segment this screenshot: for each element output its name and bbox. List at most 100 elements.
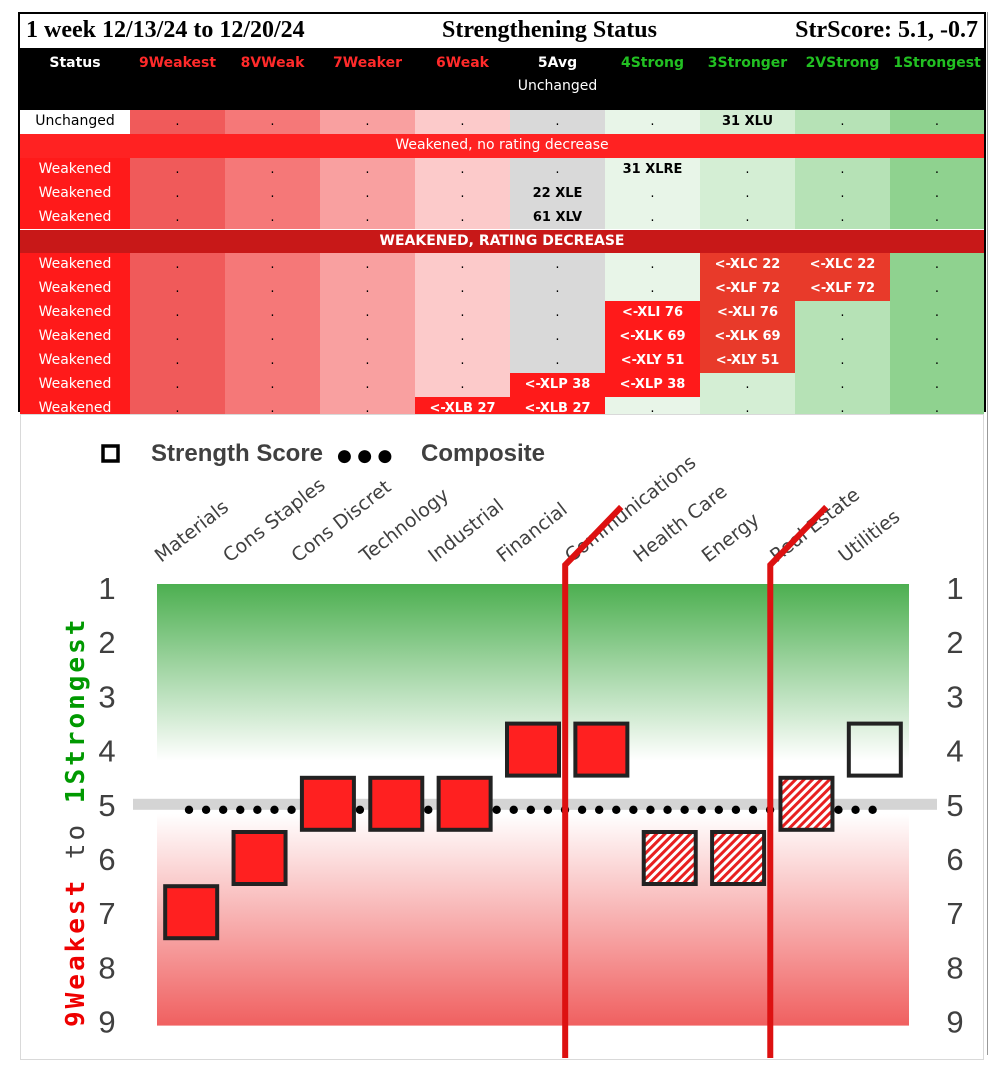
y-tick-right: 6 xyxy=(946,842,963,877)
empty-cell: . xyxy=(320,372,415,397)
empty-cell: . xyxy=(225,181,320,206)
empty-cell: . xyxy=(890,372,984,397)
rating-header-bg xyxy=(890,48,984,110)
empty-cell: . xyxy=(795,157,890,182)
empty-cell: . xyxy=(320,205,415,230)
empty-cell: . xyxy=(700,372,795,397)
strength-score-marker xyxy=(505,721,561,778)
empty-cell: . xyxy=(130,349,225,373)
y-tick-right: 7 xyxy=(946,896,963,931)
composite-dot xyxy=(612,805,621,814)
empty-cell: . xyxy=(890,325,984,349)
empty-cell: . xyxy=(320,253,415,278)
rating-header: 2VStrong xyxy=(805,55,880,71)
right-border-line xyxy=(987,12,988,1055)
empty-cell: . xyxy=(795,181,890,206)
row-status-label: Weakened xyxy=(20,325,130,349)
rating-header-bg xyxy=(795,48,890,110)
empty-cell: . xyxy=(225,277,320,302)
rating-header: 6Weak xyxy=(436,55,489,71)
strscore-summary: StrScore: 5.1, -0.7 xyxy=(795,17,978,43)
etf-cell: <-XLC 22 xyxy=(700,253,795,278)
composite-dot xyxy=(526,805,536,814)
empty-cell: . xyxy=(415,301,510,326)
empty-cell: . xyxy=(225,253,320,278)
empty-cell: . xyxy=(130,325,225,349)
empty-cell: . xyxy=(795,110,890,134)
y-tick-right: 1 xyxy=(946,571,963,606)
empty-cell: . xyxy=(510,110,605,134)
empty-cell: . xyxy=(415,325,510,349)
composite-dot xyxy=(629,805,638,814)
etf-cell: 31 XLRE xyxy=(605,157,700,182)
composite-dot xyxy=(680,805,689,814)
y-tick-left: 9 xyxy=(98,1005,115,1040)
y-tick-left: 1 xyxy=(98,571,115,606)
etf-cell: 61 XLV xyxy=(510,205,605,230)
avg-unchanged-header: Unchanged xyxy=(517,78,598,94)
empty-cell: . xyxy=(510,253,605,278)
etf-cell: <-XLP 38 xyxy=(510,372,605,397)
empty-cell: . xyxy=(890,349,984,373)
y-tick-right: 5 xyxy=(946,788,963,823)
empty-cell: . xyxy=(130,253,225,278)
empty-cell: . xyxy=(320,301,415,326)
empty-cell: . xyxy=(890,253,984,278)
empty-cell: . xyxy=(795,205,890,230)
empty-cell: . xyxy=(415,181,510,206)
empty-cell: . xyxy=(605,181,700,206)
etf-cell: <-XLK 69 xyxy=(700,325,795,349)
empty-cell: . xyxy=(130,110,225,134)
empty-cell: . xyxy=(415,277,510,302)
empty-cell: . xyxy=(605,110,700,134)
empty-cell: . xyxy=(795,372,890,397)
sector-divider-line xyxy=(562,504,624,1058)
composite-dot xyxy=(577,805,587,814)
empty-cell: . xyxy=(225,110,320,134)
composite-dot xyxy=(834,805,843,814)
y-tick-left: 5 xyxy=(98,788,115,823)
empty-cell: . xyxy=(795,301,890,326)
status-title-bar: 1 week 12/13/24 to 12/20/24 Strengthenin… xyxy=(20,14,984,48)
composite-dot xyxy=(270,805,279,814)
empty-cell: . xyxy=(320,325,415,349)
empty-cell: . xyxy=(890,277,984,302)
empty-cell: . xyxy=(700,181,795,206)
etf-cell: 31 XLU xyxy=(700,110,795,134)
etf-cell: 22 XLE xyxy=(510,181,605,206)
y-tick-right: 9 xyxy=(946,1005,963,1040)
section-banner: WEAKENED, RATING DECREASE xyxy=(20,229,984,254)
y-tick-right: 3 xyxy=(946,679,963,714)
sector-divider-line xyxy=(767,504,829,1058)
rating-header: 8VWeak xyxy=(240,55,305,71)
etf-cell: <-XLF 72 xyxy=(700,277,795,302)
y-tick-left: 2 xyxy=(98,625,115,660)
status-main-title: Strengthening Status xyxy=(442,17,657,43)
y-tick-left: 8 xyxy=(98,950,115,985)
status-header-bg xyxy=(20,48,130,110)
composite-dot xyxy=(714,805,724,814)
y-tick-right: 2 xyxy=(946,625,963,660)
row-status-label: Weakened xyxy=(20,349,130,373)
status-period-title: 1 week 12/13/24 to 12/20/24 xyxy=(26,17,305,43)
section-banner: Weakened, no rating decrease xyxy=(20,133,984,158)
empty-cell: . xyxy=(890,110,984,134)
composite-dot xyxy=(663,805,672,814)
rating-header-bg xyxy=(700,48,795,110)
empty-cell: . xyxy=(700,205,795,230)
legend-composite-label: Composite xyxy=(421,440,545,467)
strength-score-marker xyxy=(368,775,425,832)
y-tick-left: 7 xyxy=(98,896,115,931)
empty-cell: . xyxy=(225,349,320,373)
strength-score-marker xyxy=(710,830,767,886)
rating-header-bg xyxy=(510,48,605,110)
composite-dot xyxy=(509,805,518,814)
strength-score-marker xyxy=(573,721,630,778)
y-axis-label: 9Weakest to 1Strongest xyxy=(61,617,91,1027)
row-status-label: Weakened xyxy=(20,253,130,278)
rating-header-bg xyxy=(605,48,700,110)
empty-cell: . xyxy=(225,325,320,349)
rating-header: 1Strongest xyxy=(893,55,981,71)
empty-cell: . xyxy=(890,157,984,182)
y-tick-left: 3 xyxy=(98,679,115,714)
